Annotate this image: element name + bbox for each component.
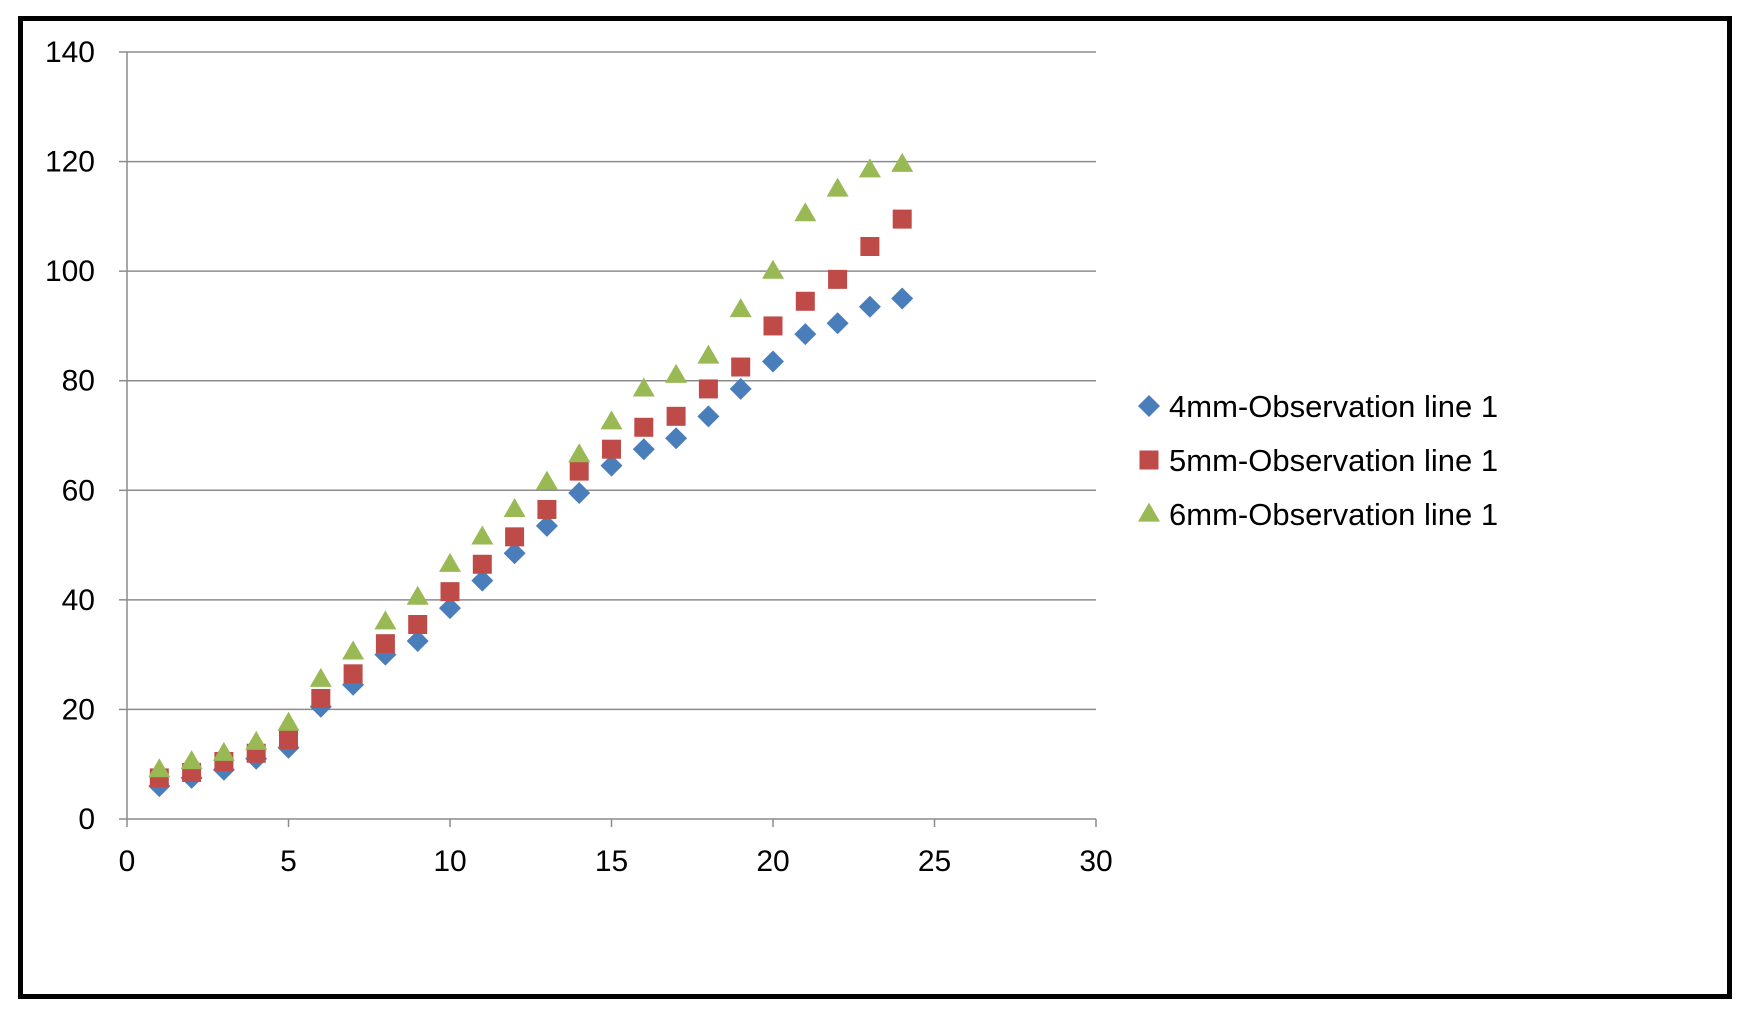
data-point-triangle-s2 [309, 667, 332, 687]
data-point-square-s1 [569, 461, 589, 481]
y-tick-label: 80 [62, 365, 95, 398]
data-point-triangle-s2 [535, 470, 558, 490]
scatter-chart: 0 20 40 60 80 100 120 140 0 5 10 15 20 25 30 4mm-Obser… [45, 36, 1498, 878]
data-point-square-s1 [892, 209, 912, 229]
data-point-triangle-s2 [762, 259, 784, 279]
x-tick-label: 5 [280, 845, 297, 878]
data-point-square-s1 [860, 236, 880, 256]
data-point-diamond-s0 [600, 454, 623, 477]
data-point-diamond-s0 [406, 629, 429, 652]
data-point-diamond-s0 [697, 405, 720, 428]
data-point-diamond-s0 [762, 350, 784, 373]
data-markers [148, 152, 914, 798]
data-point-square-s1 [731, 357, 751, 377]
data-point-square-s1 [634, 417, 654, 437]
y-tick-label: 120 [45, 146, 95, 179]
legend-label: 4mm-Observation line 1 [1169, 389, 1498, 424]
axes: 0 20 40 60 80 100 120 140 0 5 10 15 20 25 30 [45, 36, 1113, 878]
data-point-triangle-s2 [826, 177, 849, 197]
data-point-triangle-s2 [212, 741, 235, 761]
x-tick-label: 20 [756, 845, 789, 878]
legend-marker-diamond [1138, 395, 1160, 417]
data-point-diamond-s0 [891, 287, 914, 310]
y-tick-label: 0 [78, 803, 95, 836]
data-point-square-s1 [343, 664, 363, 684]
data-point-square-s1 [408, 615, 428, 635]
x-tick-label: 10 [433, 845, 466, 878]
data-point-triangle-s2 [406, 585, 429, 605]
y-tick-label: 20 [62, 693, 95, 726]
legend-marker-triangle [1138, 502, 1160, 522]
data-point-triangle-s2 [729, 298, 752, 318]
data-point-square-s1 [828, 269, 848, 289]
x-tick-label: 30 [1079, 845, 1112, 878]
x-tick-label: 15 [595, 845, 628, 878]
y-tick-label: 60 [62, 474, 95, 507]
legend-label: 5mm-Observation line 1 [1169, 443, 1498, 478]
data-point-triangle-s2 [342, 640, 365, 660]
data-point-triangle-s2 [180, 750, 203, 770]
data-point-square-s1 [440, 582, 460, 602]
data-point-triangle-s2 [697, 344, 720, 364]
data-point-triangle-s2 [891, 152, 914, 172]
data-point-square-s1 [666, 406, 686, 426]
data-point-square-s1 [763, 316, 783, 336]
legend: 4mm-Observation line 1 5mm-Observation li… [1138, 389, 1498, 532]
data-point-diamond-s0 [439, 597, 461, 620]
grid-lines [127, 51, 1096, 711]
data-point-diamond-s0 [503, 542, 526, 565]
data-point-diamond-s0 [858, 295, 881, 318]
x-tick-label: 0 [119, 845, 136, 878]
data-point-triangle-s2 [439, 552, 461, 572]
data-point-square-s1 [472, 554, 492, 574]
data-point-diamond-s0 [826, 312, 849, 335]
chart-frame: 0 20 40 60 80 100 120 140 0 5 10 15 20 25 30 4mm-Obser… [18, 16, 1732, 999]
data-point-triangle-s2 [600, 410, 623, 430]
data-point-diamond-s0 [568, 482, 591, 505]
y-tick-label: 100 [45, 255, 95, 288]
data-point-triangle-s2 [245, 730, 268, 750]
data-point-square-s1 [311, 688, 331, 708]
data-point-diamond-s0 [729, 377, 752, 400]
data-point-diamond-s0 [632, 438, 655, 461]
data-point-triangle-s2 [632, 377, 655, 397]
y-tick-label: 140 [45, 36, 95, 69]
data-point-triangle-s2 [503, 498, 526, 518]
data-point-triangle-s2 [568, 443, 591, 463]
data-point-triangle-s2 [471, 525, 494, 545]
data-point-diamond-s0 [794, 323, 817, 346]
y-tick-label: 40 [62, 584, 95, 617]
data-point-triangle-s2 [374, 610, 397, 630]
data-point-square-s1 [537, 499, 557, 519]
data-point-diamond-s0 [665, 427, 688, 450]
data-point-triangle-s2 [277, 711, 300, 731]
data-point-square-s1 [279, 730, 298, 750]
data-point-square-s1 [698, 379, 718, 399]
data-point-square-s1 [602, 439, 621, 459]
x-tick-label: 25 [918, 845, 951, 878]
data-point-triangle-s2 [858, 158, 881, 178]
legend-label: 6mm-Observation line 1 [1169, 497, 1498, 532]
data-point-square-s1 [795, 291, 815, 311]
data-point-diamond-s0 [471, 569, 494, 592]
data-point-triangle-s2 [148, 758, 171, 778]
data-point-square-s1 [375, 634, 395, 654]
data-point-triangle-s2 [794, 202, 817, 222]
data-point-triangle-s2 [665, 363, 688, 383]
legend-marker-square [1139, 450, 1159, 470]
data-point-square-s1 [505, 527, 525, 547]
data-point-diamond-s0 [535, 514, 558, 537]
